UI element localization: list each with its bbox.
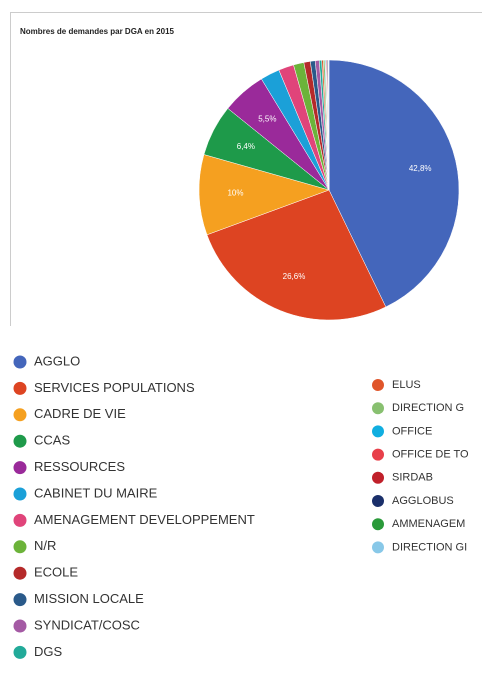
slice-label: 6,4% <box>237 142 255 151</box>
legend-swatch <box>13 434 27 448</box>
legend-label: SYNDICAT/COSC <box>34 617 140 632</box>
legend-label: RESSOURCES <box>34 459 125 474</box>
legend-swatch <box>13 408 27 422</box>
pie-slice <box>198 154 330 236</box>
legend-swatch <box>13 645 27 659</box>
chart-title: Nombres de demandes par DGA en 2015 <box>20 27 175 36</box>
legend-label: CABINET DU MAIRE <box>34 485 158 500</box>
legend-label: DGS <box>34 644 63 659</box>
legend-swatch <box>372 402 384 415</box>
legend-swatch <box>13 461 27 475</box>
legend-label: AMMENAGEM <box>392 518 465 530</box>
legend-label: AMENAGEMENT DEVELOPPEMENT <box>34 512 255 527</box>
legend-label: ECOLE <box>34 565 78 580</box>
slice-label: 5,5% <box>258 115 276 124</box>
legend-label: AGGLOBUS <box>392 495 454 507</box>
legend-swatch <box>13 540 27 554</box>
pie-slice <box>206 189 387 321</box>
legend-swatch <box>372 495 384 507</box>
legend-swatch <box>13 355 27 369</box>
legend-label: SIRDAB <box>392 472 433 484</box>
legend-label: DIRECTION GI <box>392 541 467 553</box>
legend-swatch <box>372 425 384 438</box>
legend-swatch <box>372 541 384 554</box>
legend-swatch <box>13 513 27 527</box>
legend-label: N/R <box>34 538 56 553</box>
legend-swatch <box>13 566 27 580</box>
legend-swatch <box>372 518 384 531</box>
legend-label: MISSION LOCALE <box>34 591 144 606</box>
legend-swatch <box>13 593 27 607</box>
legend-label: SERVICES POPULATIONS <box>34 380 195 395</box>
legend-swatch <box>372 471 384 484</box>
legend-swatch <box>13 619 27 633</box>
legend-label: OFFICE DE TO <box>392 449 469 461</box>
legend-label: AGGLO <box>34 353 80 368</box>
legend-label: CADRE DE VIE <box>34 406 126 421</box>
legend-label: CCAS <box>34 433 70 448</box>
legend-swatch <box>372 448 384 461</box>
slice-label: 42,8% <box>409 164 432 173</box>
slice-label: 10% <box>227 189 243 198</box>
legend-swatch <box>13 381 27 395</box>
legend-label: ELUS <box>392 379 421 391</box>
legend-swatch <box>372 379 384 391</box>
slice-label: 26,6% <box>283 272 306 281</box>
legend-label: DIRECTION G <box>392 402 464 414</box>
legend-swatch <box>13 487 27 501</box>
legend-label: OFFICE <box>392 425 432 437</box>
pie-slice <box>328 59 460 308</box>
